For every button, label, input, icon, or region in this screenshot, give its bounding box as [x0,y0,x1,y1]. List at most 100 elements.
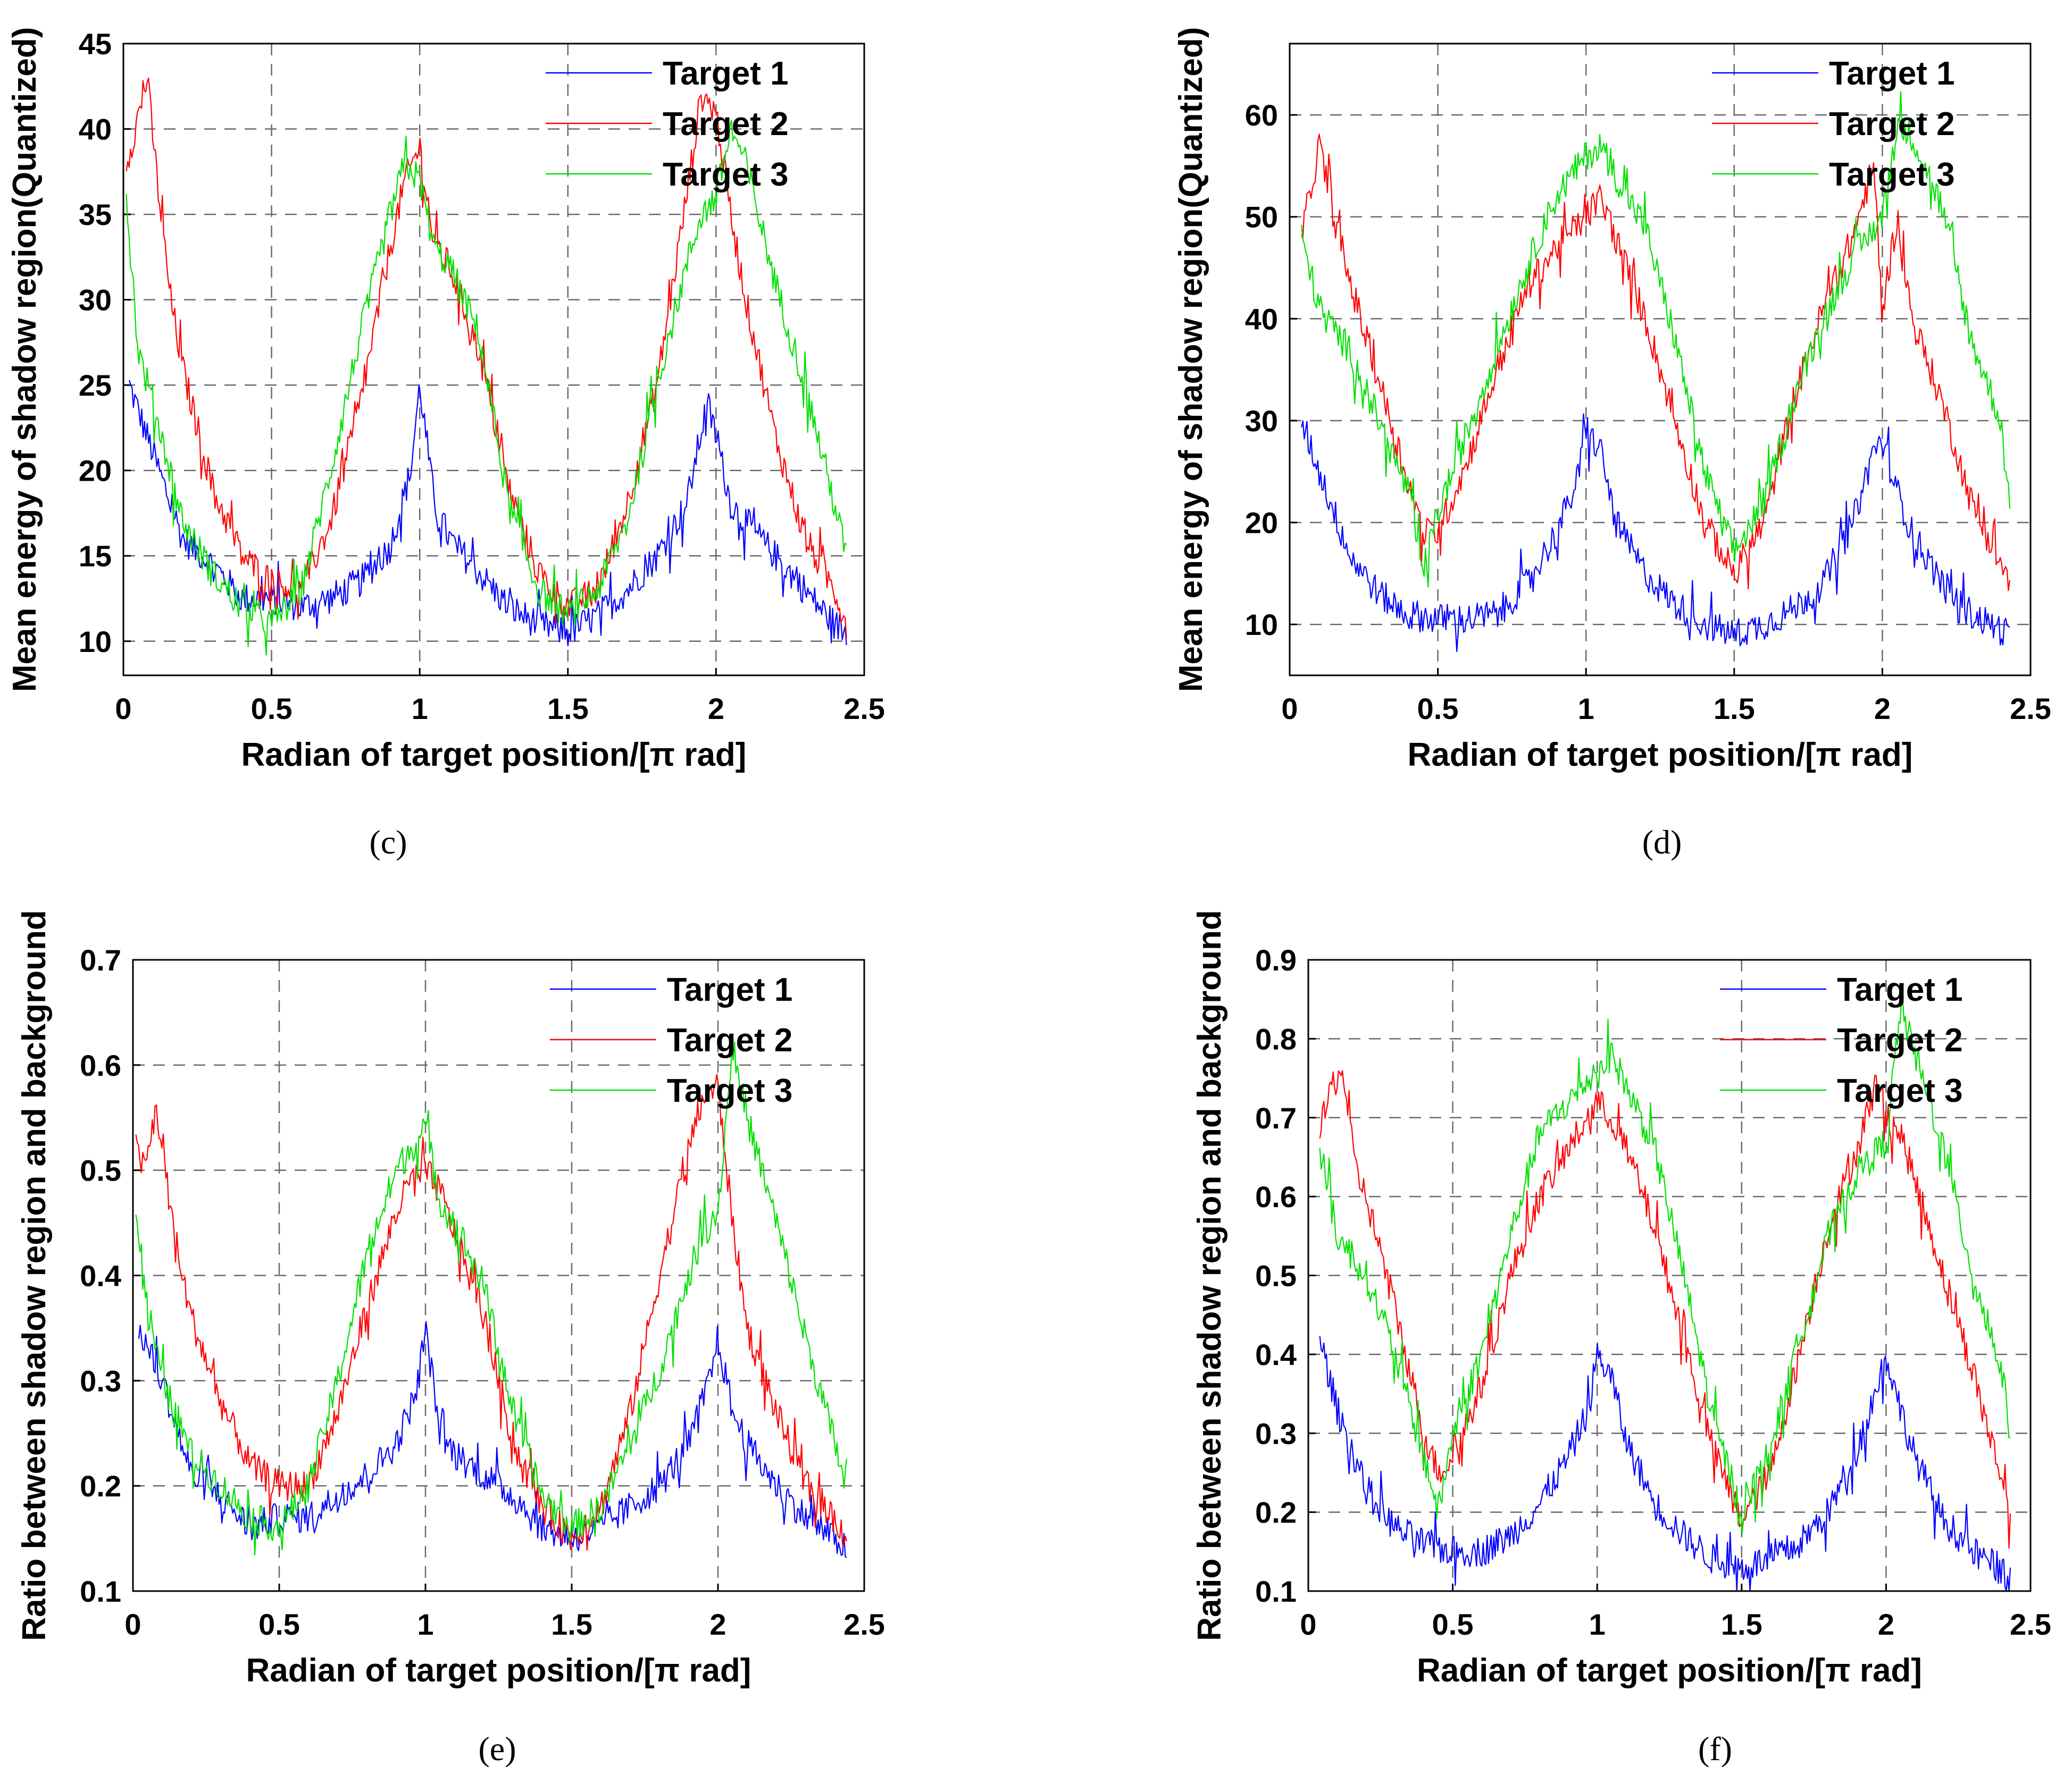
x-tick-label: 0 [1281,692,1298,725]
series-line-target-1 [1319,1336,2011,1592]
series-line-target-3 [1301,91,2011,588]
x-axis-label: Radian of target position/[π rad] [1417,1652,1922,1689]
chart-f: 0 0.5 1 1.5 2 2.5 0.1 0.2 0.3 0.4 0.5 0.6 0.7 0.8 0.9 T… [1191,910,2051,1768]
figure-caption: (d) [1642,823,1682,861]
x-tick-label: 0.5 [1432,1608,1474,1641]
x-tick-label: 1 [417,1608,433,1641]
legend-label: Target 2 [1837,1022,1963,1059]
y-tick-label: 0.4 [1255,1338,1297,1371]
legend-label: Target 3 [1837,1073,1963,1109]
y-axis-label: Mean energy of shadow region(Quantized) [6,27,43,692]
legend-label: Target 3 [1829,156,1955,193]
y-tick-label: 40 [79,113,112,146]
series-line-target-2 [1301,133,2011,591]
x-tick-label: 1.5 [551,1608,592,1641]
legend-label: Target 2 [667,1022,793,1059]
y-tick-label: 0.3 [80,1364,121,1398]
x-tick-label: 0 [115,692,131,725]
legend-label: Target 3 [663,156,789,193]
plot-frame [132,959,865,1592]
figure-caption: (c) [369,823,407,861]
legend-label: Target 1 [667,972,793,1008]
y-tick-label: 60 [1245,98,1278,132]
legend-label: Target 1 [663,55,789,92]
series-line-target-2 [126,77,847,639]
plot-area [1290,44,2031,675]
y-tick-label: 0.4 [80,1259,121,1293]
x-tick-label: 0.5 [258,1608,300,1641]
figure-caption: (f) [1698,1730,1732,1768]
series-line-target-2 [135,1074,848,1551]
x-tick-label: 2 [709,1608,726,1641]
x-tick-label: 1 [412,692,428,725]
x-tick-label: 2.5 [843,1608,885,1641]
x-axis-label: Radian of target position/[π rad] [241,737,747,773]
y-tick-label: 15 [79,539,112,573]
y-axis-label: Mean energy of shadow region(Quantized) [1173,27,1209,692]
legend-label: Target 3 [667,1073,793,1109]
chart-e: 0 0.5 1 1.5 2 2.5 0.1 0.2 0.3 0.4 0.5 0.6 0.7 Target … [16,910,885,1768]
chart-c: 0 0.5 1 1.5 2 2.5 10 15 20 25 30 35 40 45 Target 1 Targ… [6,27,885,861]
y-tick-label: 35 [79,198,112,231]
legend-label: Target 2 [1829,106,1955,143]
y-axis-label: Ratio between shadow region and backgrou… [16,910,53,1641]
y-tick-label: 45 [79,27,112,61]
series-line-target-3 [135,1041,848,1555]
series-line-target-1 [138,1321,847,1558]
x-tick-label: 1.5 [547,692,589,725]
plot-frame [1289,43,2032,676]
series-line-target-3 [126,120,847,656]
y-tick-label: 0.2 [1255,1496,1297,1529]
y-tick-label: 0.8 [1255,1022,1297,1056]
x-axis-label: Radian of target position/[π rad] [1408,737,1913,773]
series-line-target-3 [1319,998,2011,1535]
x-tick-label: 1 [1589,1608,1606,1641]
y-tick-label: 25 [79,369,112,402]
x-tick-label: 1.5 [1721,1608,1762,1641]
x-tick-label: 0.5 [1417,692,1459,725]
plot-area [1308,960,2031,1591]
plot-frame [1307,959,2032,1592]
y-tick-label: 0.7 [1255,1101,1297,1135]
x-tick-label: 2 [708,692,724,725]
y-tick-label: 0.3 [1255,1417,1297,1450]
legend-label: Target 2 [663,106,789,143]
y-tick-label: 40 [1245,302,1278,336]
y-tick-label: 20 [1245,506,1278,540]
y-tick-label: 0.9 [1255,943,1297,977]
x-tick-label: 2.5 [843,692,885,725]
x-axis-label: Radian of target position/[π rad] [246,1652,751,1689]
y-tick-label: 10 [1245,608,1278,641]
y-tick-label: 0.5 [1255,1259,1297,1293]
figure-caption: (e) [478,1730,516,1768]
series-line-target-1 [1301,413,2010,652]
x-tick-label: 2.5 [2010,692,2051,725]
legend-label: Target 1 [1829,55,1955,92]
y-tick-label: 20 [79,454,112,488]
y-tick-label: 30 [79,283,112,317]
y-tick-label: 10 [79,625,112,658]
chart-d: 0 0.5 1 1.5 2 2.5 10 20 30 40 50 60 Target 1 Target 2… [1173,27,2051,861]
x-tick-label: 0.5 [251,692,293,725]
y-tick-label: 50 [1245,200,1278,234]
x-tick-label: 2 [1874,692,1891,725]
y-tick-label: 0.5 [80,1154,121,1187]
y-axis-label: Ratio between shadow region and backgrou… [1191,910,1228,1641]
x-tick-label: 2 [1878,1608,1894,1641]
x-tick-label: 0 [124,1608,141,1641]
y-tick-label: 0.1 [1255,1575,1297,1608]
x-tick-label: 0 [1300,1608,1316,1641]
y-tick-label: 30 [1245,404,1278,438]
legend-label: Target 1 [1837,972,1963,1008]
series-line-target-2 [1319,1070,2011,1549]
x-tick-label: 2.5 [2010,1608,2051,1641]
y-tick-label: 0.7 [80,943,121,977]
x-tick-label: 1 [1578,692,1594,725]
y-tick-label: 0.1 [80,1575,121,1608]
x-tick-label: 1.5 [1714,692,1755,725]
y-tick-label: 0.2 [80,1469,121,1503]
series-line-target-1 [129,380,847,647]
y-tick-label: 0.6 [80,1049,121,1082]
y-tick-label: 0.6 [1255,1180,1297,1214]
